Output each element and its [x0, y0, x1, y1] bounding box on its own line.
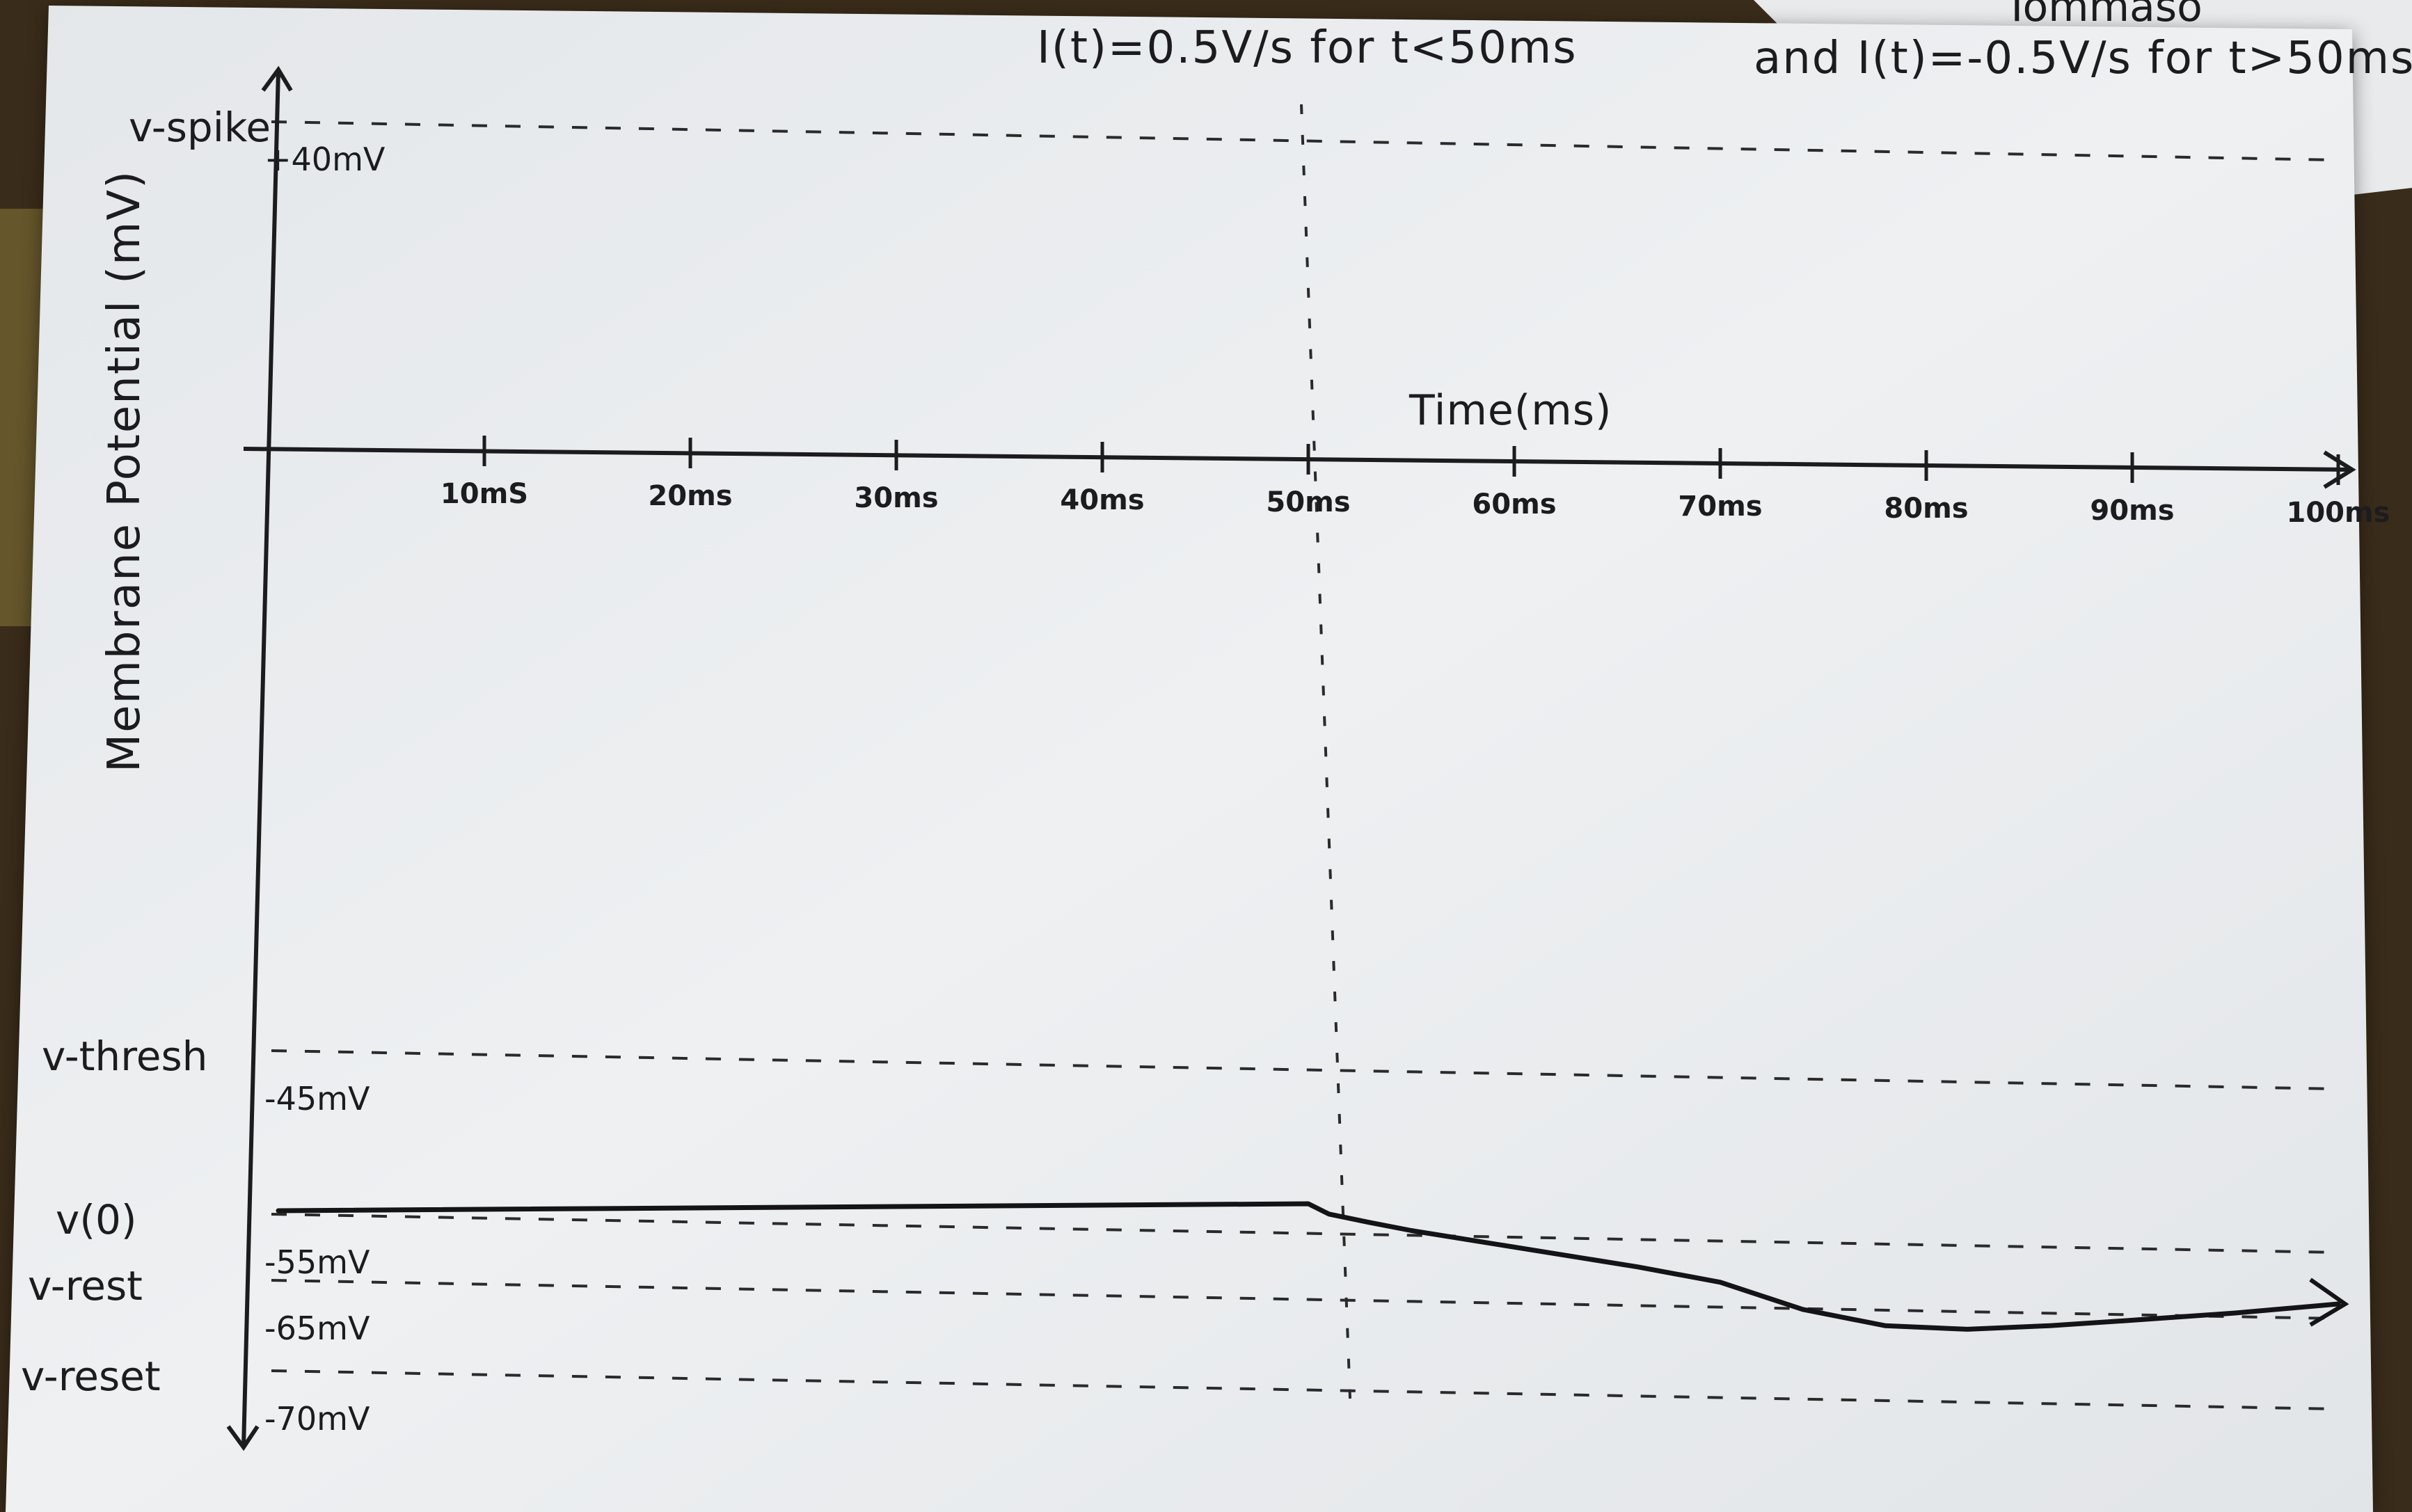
x-tick-label: 50ms — [1266, 486, 1350, 518]
y-axis-arrow-down-icon — [226, 1425, 260, 1451]
reference-line-value: +40mV — [264, 141, 386, 178]
x-axis-arrow-right-icon — [2323, 450, 2356, 489]
axes — [226, 65, 2356, 1451]
chart-title: I(t)=0.5V/s for t<50ms — [1037, 22, 1578, 74]
y-axis-arrow-up-icon — [261, 65, 293, 92]
reference-line — [271, 1279, 2339, 1320]
reference-line-value: -55mV — [264, 1243, 370, 1281]
reference-line — [271, 1213, 2339, 1254]
x-ticks: 10mS 20ms 30ms 40ms 50ms 60ms 70ms 80ms 90ms 100m… — [441, 436, 2390, 529]
reference-line-value: -65mV — [264, 1310, 370, 1347]
x-tick-label: 90ms — [2090, 495, 2174, 527]
series-arrow-icon — [2309, 1278, 2349, 1327]
reference-line-name: v(0) — [56, 1196, 136, 1243]
reference-line — [271, 1049, 2339, 1090]
reference-line — [271, 120, 2339, 161]
x-tick-label: 80ms — [1884, 493, 1968, 525]
x-tick-label: 60ms — [1472, 488, 1556, 520]
chart-area: v-spike+40mV v-thresh -45mV v(0) -55mV v-rest… — [21, 65, 2390, 1451]
reference-line-name: v-rest — [28, 1262, 143, 1310]
reference-line-name: v-spike — [129, 104, 271, 151]
x-tick-label: 100ms — [2287, 497, 2390, 529]
x-tick-label: 20ms — [648, 480, 732, 512]
reference-lines: v-spike+40mV v-thresh -45mV v(0) -55mV v-rest… — [21, 104, 2339, 1438]
series-line — [276, 1201, 2341, 1332]
x-axis-line — [243, 447, 2353, 472]
x-tick-label: 40ms — [1060, 484, 1144, 516]
x-tick-label: 10mS — [441, 478, 528, 510]
reference-line-value: -45mV — [264, 1080, 370, 1117]
reference-line — [271, 1369, 2339, 1410]
reference-line-name: v-thresh — [42, 1033, 207, 1080]
y-axis-line — [241, 69, 280, 1448]
y-axis-label: Membrane Potential (mV) — [99, 170, 150, 772]
vertical-marker-line — [1300, 104, 1351, 1399]
x-tick-label: 30ms — [854, 482, 938, 514]
chart-subtitle: and I(t)=-0.5V/s for t>50ms — [1754, 33, 2412, 84]
reference-line-name: v-reset — [21, 1353, 161, 1400]
reference-line-value: -70mV — [264, 1400, 370, 1438]
paper-sheet — [6, 6, 2373, 1512]
x-axis-label: Time(ms) — [1409, 386, 1612, 435]
x-tick-label: 70ms — [1678, 491, 1762, 523]
